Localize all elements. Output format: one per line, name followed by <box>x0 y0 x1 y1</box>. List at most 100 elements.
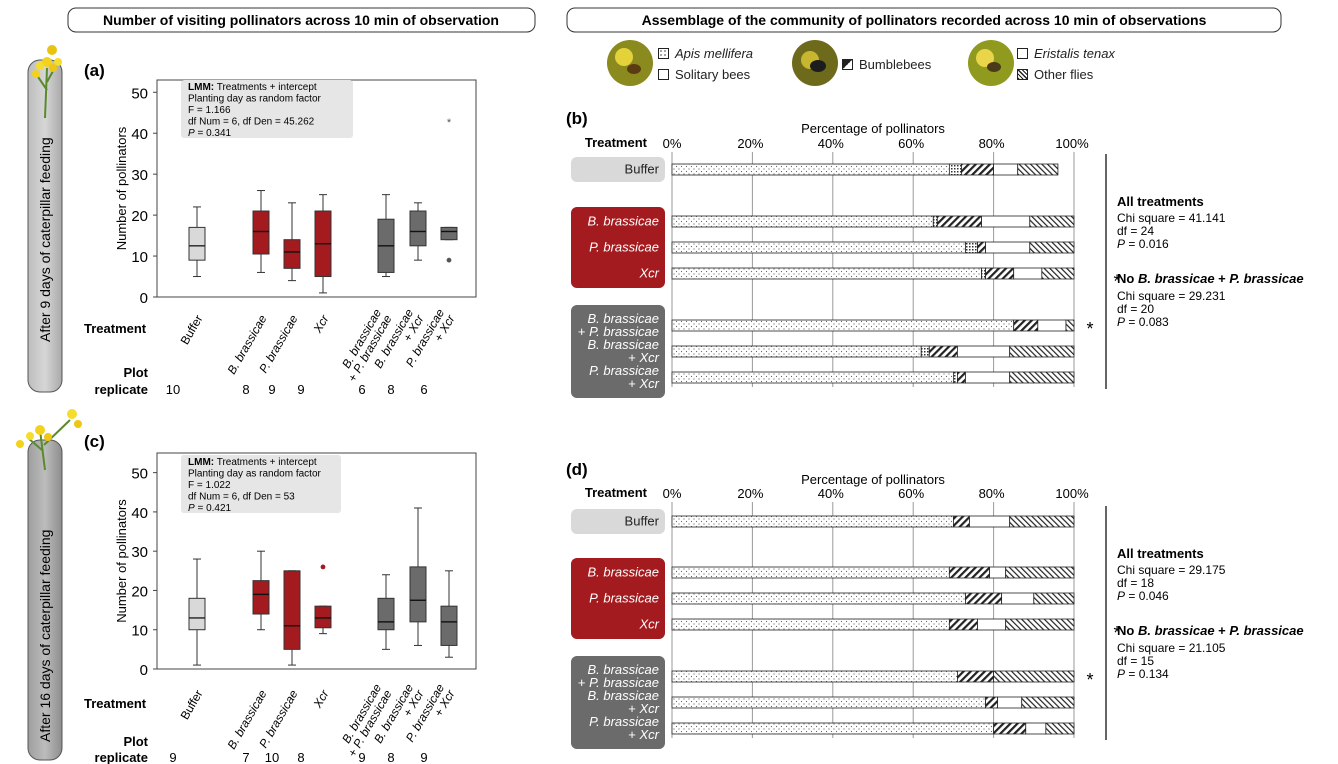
x-axis-title: Percentage of pollinators <box>801 121 945 136</box>
row-label: + Xcr <box>628 727 659 742</box>
row-label: P. brassicae <box>589 240 659 255</box>
significance-star: * <box>1086 319 1093 339</box>
replicate-count: 8 <box>387 382 394 397</box>
x-tick-label: 0% <box>663 486 682 501</box>
box-p-brassicae-xcr <box>440 570 458 658</box>
bar-segment-apis <box>671 618 950 631</box>
bar-segment-apis <box>671 722 995 735</box>
bar-segment-apis <box>671 163 950 176</box>
boxplot-panel-c: (c) 0 10 20 30 40 50 Number of pollinators LMM: … <box>84 432 477 764</box>
right-title: Assemblage of the community of pollinato… <box>642 12 1207 28</box>
legend-other-flies-label: Other flies <box>1034 67 1094 82</box>
box-xcr <box>314 564 332 635</box>
flower-illustration-top <box>32 45 62 119</box>
bar-segment-bum <box>965 592 1003 605</box>
bar-segment-bum <box>928 345 958 358</box>
bar-segment-sol <box>965 241 978 254</box>
stats-all-line: P = 0.016 <box>1117 237 1169 251</box>
x-tick-label: 60% <box>898 136 924 151</box>
stats-no-title: No B. brassicae + P. brassicae <box>1117 623 1304 638</box>
boxplot-panel-a: (a) 0 10 20 30 40 50 Number of pollinators LMM: … <box>84 61 477 397</box>
stacked-panel-d: (d) Percentage of pollinators Treatment 0% 2… <box>566 460 1304 749</box>
bar-segment-sol <box>948 163 962 176</box>
bracket-star: * <box>1113 272 1120 292</box>
bar-segment-apis <box>671 241 966 254</box>
panel-label: (a) <box>84 61 105 80</box>
bar-segment-eri <box>969 515 1011 528</box>
bar-segment-oth <box>993 670 1075 683</box>
row-label: P. brassicae <box>589 714 659 729</box>
box-b-brassicae <box>252 550 270 631</box>
box-iqr <box>283 570 301 650</box>
y-tick-label: 50 <box>131 466 148 483</box>
stats-all-line: Chi square = 29.175 <box>1117 563 1226 577</box>
y-tick-label: 20 <box>131 583 148 600</box>
replicate-heading: replicate <box>95 750 148 764</box>
flower-illustration-bottom <box>16 409 82 471</box>
solitary-swatch-icon <box>658 69 669 80</box>
x-axis-title: Percentage of pollinators <box>801 472 945 487</box>
row-label: B. brassicae <box>587 662 659 677</box>
box-iqr <box>314 605 332 629</box>
replicate-count: 8 <box>242 382 249 397</box>
box-iqr <box>409 210 427 247</box>
bumblebee-swatch-icon <box>842 59 853 70</box>
stats-no-line: P = 0.134 <box>1117 667 1169 681</box>
stats-line: df Num = 6, df Den = 45.262 <box>188 117 315 128</box>
replicate-count: 9 <box>268 382 275 397</box>
stats-line: Planting day as random factor <box>188 94 322 105</box>
stats-line: Planting day as random factor <box>188 469 322 480</box>
group-label-block <box>571 207 665 288</box>
replicate-count: 10 <box>166 382 180 397</box>
box-iqr <box>440 226 458 241</box>
plot-heading: Plot <box>123 365 148 380</box>
significance-star: * <box>1086 670 1093 690</box>
bar-segment-apis <box>671 670 958 683</box>
box-iqr <box>188 226 206 261</box>
legend-solitary-label: Solitary bees <box>675 67 751 82</box>
bar-segment-bum <box>961 163 995 176</box>
row-label: P. brassicae <box>589 591 659 606</box>
stats-line: LMM: Treatments + intercept <box>188 82 317 93</box>
panel-label: (b) <box>566 109 588 128</box>
bar-segment-apis <box>671 592 966 605</box>
bar-segment-oth <box>1009 345 1075 358</box>
bar-segment-oth <box>1005 566 1075 579</box>
legend-eristalis: Eristalis tenax <box>1017 46 1115 61</box>
row-label: Buffer <box>625 162 660 177</box>
box-b-brassicae-p-brassicae <box>377 574 395 650</box>
replicate-count: 8 <box>297 750 304 764</box>
replicate-count: 10 <box>265 750 279 764</box>
bar-segment-eri <box>977 618 1007 631</box>
row-label: + Xcr <box>628 701 659 716</box>
bar-segment-sol <box>981 267 986 280</box>
stats-line: P = 0.341 <box>188 128 232 139</box>
legend-bumblebees: Bumblebees <box>842 57 931 72</box>
bar-segment-sol <box>932 215 938 228</box>
replicate-count: 9 <box>297 382 304 397</box>
group-label-block <box>571 509 665 534</box>
row-label: Xcr <box>639 617 660 632</box>
row-label: B. brassicae <box>587 688 659 703</box>
box-p-brassicae <box>283 570 301 666</box>
outlier-point <box>320 564 326 570</box>
group-label-block <box>571 305 665 398</box>
bar-segment-bum <box>1013 319 1039 332</box>
bar-segment-eri <box>985 241 1031 254</box>
treatment-label: Buffer <box>178 313 206 348</box>
outlier-star: * <box>447 117 452 129</box>
box-p-brassicae-xcr: * <box>440 117 458 263</box>
treatment-heading: Treatment <box>84 321 147 336</box>
stats-no-line: df = 15 <box>1117 654 1154 668</box>
bar-segment-bum <box>985 267 1015 280</box>
bar-segment-apis <box>671 345 922 358</box>
stats-line: F = 1.166 <box>188 105 231 116</box>
bar-segment-bum <box>985 696 999 709</box>
x-tick-label: 100% <box>1055 136 1089 151</box>
box-iqr <box>188 597 206 631</box>
treatment-label-line: Xcr <box>310 687 332 711</box>
box-p-brassicae <box>283 202 301 282</box>
bar-segment-apis <box>671 319 1015 332</box>
row-label: B. brassicae <box>587 214 659 229</box>
